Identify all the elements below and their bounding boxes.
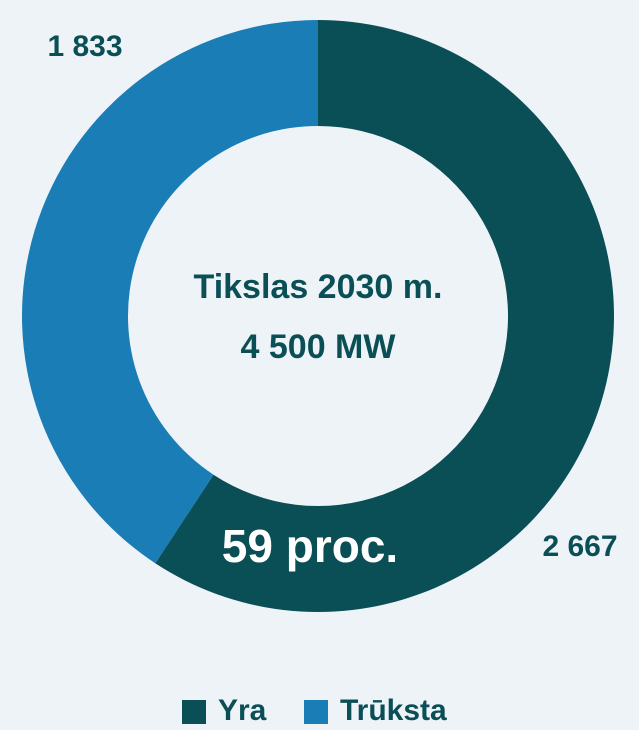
legend-label: Trūksta: [340, 694, 447, 727]
donut-segment: [22, 20, 319, 564]
data-label: 2 667: [542, 530, 617, 563]
center-title: Tikslas 2030 m.: [194, 268, 443, 306]
legend-swatch: [182, 700, 206, 724]
data-label: 1 833: [47, 30, 122, 63]
legend-swatch: [304, 700, 328, 724]
legend-label: Yra: [218, 694, 267, 727]
center-value: 4 500 MW: [241, 328, 397, 366]
donut-segment: [155, 20, 615, 612]
annotation: 59 proc.: [222, 520, 398, 572]
